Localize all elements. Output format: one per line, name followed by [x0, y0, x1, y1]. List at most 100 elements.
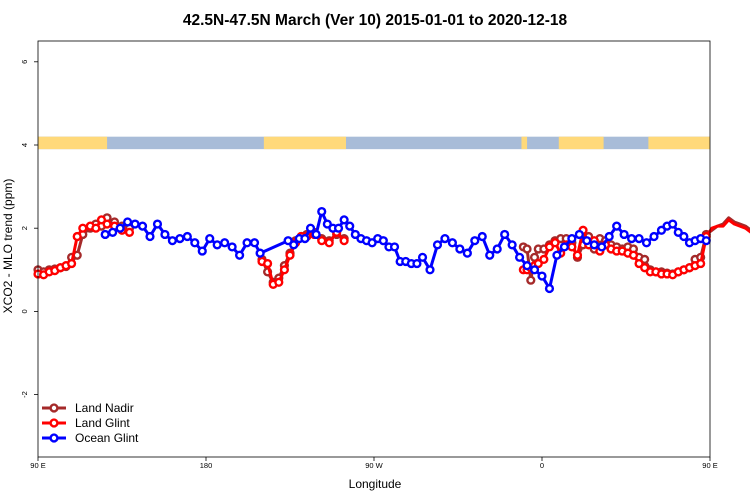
- data-point-ocean-glint: [417, 252, 428, 262]
- data-point-ocean-glint: [283, 236, 293, 246]
- data-point-ocean-glint: [412, 258, 422, 269]
- data-point-ocean-glint: [305, 223, 316, 233]
- land-ocean-band: [38, 136, 710, 150]
- data-point-ocean-glint: [167, 236, 178, 246]
- data-point-ocean-glint: [597, 242, 607, 252]
- data-point-ocean-glint: [701, 236, 711, 246]
- legend-item-land-glint: Land Glint: [42, 416, 130, 430]
- legend-swatch-marker: [49, 418, 59, 428]
- data-point-ocean-glint: [345, 221, 355, 231]
- data-point-ocean-glint: [145, 231, 155, 242]
- y-tick-label: 6: [20, 60, 29, 64]
- data-point-ocean-glint: [235, 250, 245, 260]
- data-point-land-glint: [550, 238, 560, 248]
- data-point-ocean-glint: [673, 227, 683, 237]
- data-point-ocean-glint: [440, 234, 450, 244]
- data-point-ocean-glint: [634, 234, 644, 244]
- data-point-ocean-glint: [668, 219, 678, 229]
- data-point-ocean-glint: [529, 265, 540, 275]
- data-point-ocean-glint: [100, 229, 110, 240]
- data-point-ocean-glint: [220, 238, 230, 248]
- data-point-ocean-glint: [108, 227, 118, 237]
- data-point-ocean-glint: [182, 231, 192, 242]
- data-point-land-glint: [567, 242, 577, 252]
- data-point-ocean-glint: [227, 242, 237, 252]
- data-point-ocean-glint: [649, 231, 659, 242]
- data-point-ocean-glint: [604, 231, 614, 242]
- y-tick-label: -2: [20, 391, 29, 398]
- data-point-ocean-glint: [425, 265, 435, 275]
- band-land-segment: [558, 136, 604, 150]
- data-point-ocean-glint: [367, 238, 377, 248]
- data-point-ocean-glint: [455, 244, 465, 254]
- y-axis: -2 0 2 4 6: [20, 60, 38, 398]
- data-point-land-glint: [317, 236, 327, 246]
- x-tick-label: 90 E: [702, 461, 717, 470]
- data-point-ocean-glint: [205, 234, 215, 244]
- plot-frame: [37, 40, 711, 458]
- data-point-ocean-glint: [514, 252, 525, 262]
- data-point-land-glint: [628, 250, 639, 260]
- data-point-ocean-glint: [432, 240, 443, 250]
- data-point-land-glint: [324, 238, 334, 248]
- data-point-ocean-glint: [619, 229, 629, 240]
- data-point-ocean-glint: [212, 240, 222, 250]
- data-point-land-glint: [640, 263, 650, 273]
- data-point-ocean-glint: [559, 242, 570, 252]
- data-point-ocean-glint: [389, 242, 400, 252]
- data-point-land-nadir: [640, 254, 650, 265]
- data-point-ocean-glint: [462, 248, 472, 258]
- data-point-land-glint: [96, 215, 107, 225]
- data-point-ocean-glint: [249, 238, 260, 248]
- data-point-ocean-glint: [255, 248, 265, 258]
- data-point-land-glint: [544, 242, 555, 252]
- legend-item-ocean-glint: Ocean Glint: [42, 431, 139, 445]
- data-point-ocean-glint: [626, 234, 637, 244]
- data-point-ocean-glint: [537, 271, 547, 281]
- data-point-ocean-glint: [477, 231, 487, 242]
- data-point-ocean-glint: [500, 229, 510, 240]
- data-point-land-glint: [339, 236, 349, 246]
- x-tick-label: 0: [540, 461, 544, 470]
- chart-title: 42.5N-47.5N March (Ver 10) 2015-01-01 to…: [183, 12, 568, 29]
- data-point-ocean-glint: [447, 238, 458, 248]
- data-point-ocean-glint: [656, 225, 667, 235]
- data-point-land-nadir: [529, 252, 540, 262]
- legend-item-land-nadir: Land Nadir: [42, 401, 134, 415]
- y-tick-label: 2: [20, 226, 29, 230]
- x-axis-label: Longitude: [349, 477, 402, 491]
- legend-label: Ocean Glint: [75, 431, 139, 445]
- x-axis: 90 E 180 90 W 0 90 E: [30, 457, 718, 470]
- data-point-ocean-glint: [552, 250, 562, 260]
- data-point-land-glint: [696, 258, 706, 269]
- data-point-ocean-glint: [522, 261, 532, 271]
- data-point-land-glint: [533, 258, 543, 269]
- data-point-ocean-glint: [492, 244, 502, 254]
- data-point-ocean-glint: [300, 234, 310, 244]
- data-point-ocean-glint: [339, 215, 349, 225]
- data-point-ocean-glint: [679, 231, 689, 242]
- legend-swatch-marker: [49, 403, 59, 413]
- y-tick-label: 4: [20, 143, 29, 147]
- data-point-ocean-glint: [574, 229, 584, 240]
- data-point-land-glint: [285, 250, 295, 260]
- band-ocean: [38, 136, 710, 150]
- data-point-land-glint: [539, 254, 549, 265]
- x-tick-label: 90 W: [365, 461, 383, 470]
- data-point-ocean-glint: [197, 246, 207, 256]
- data-point-ocean-glint: [567, 234, 577, 244]
- legend-label: Land Glint: [75, 416, 130, 430]
- data-point-ocean-glint: [333, 223, 344, 233]
- band-land-segment: [263, 136, 346, 150]
- data-point-ocean-glint: [322, 219, 332, 229]
- data-point-ocean-glint: [137, 221, 148, 231]
- data-point-land-glint: [572, 250, 583, 260]
- data-point-land-glint: [279, 265, 290, 275]
- legend-swatch-marker: [49, 433, 59, 443]
- data-point-ocean-glint: [311, 229, 321, 240]
- data-point-land-nadir: [526, 275, 536, 285]
- data-point-ocean-glint: [130, 219, 140, 229]
- data-point-ocean-glint: [485, 250, 495, 260]
